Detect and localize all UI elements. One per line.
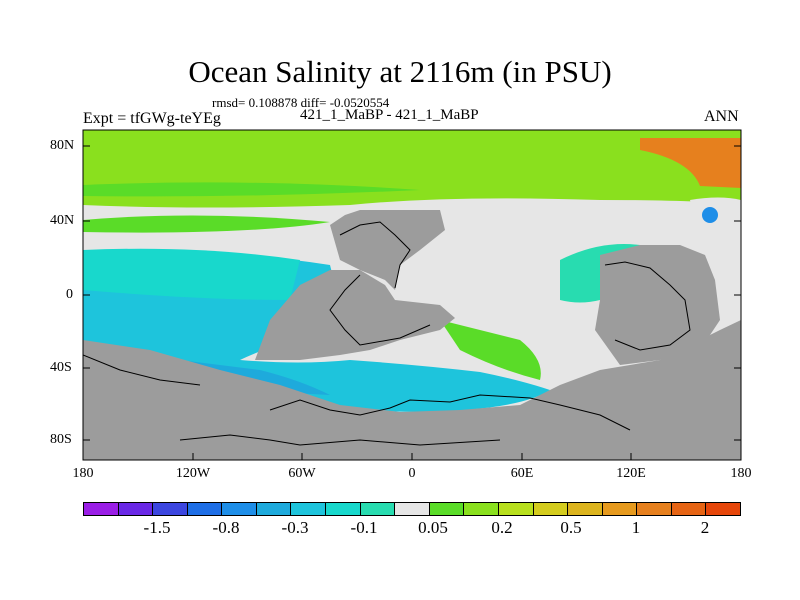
colorbar-swatch — [360, 503, 396, 515]
colorbar-label: 2 — [700, 518, 710, 537]
colorbar-swatch — [568, 503, 603, 515]
lon-label-180w: 180 — [72, 466, 94, 481]
axis-ticks — [83, 145, 741, 460]
colorbar-swatch — [84, 503, 119, 515]
colorbar-swatch — [222, 503, 257, 515]
colorbar-swatch — [187, 503, 223, 515]
season-label: ANN — [704, 108, 739, 125]
north-green-stripe — [83, 215, 330, 233]
colorbar-swatch — [291, 503, 327, 515]
colorbar-label: -1.5 — [143, 518, 171, 537]
lon-label-180e: 180 — [730, 466, 752, 481]
colorbar-swatch — [706, 503, 740, 515]
lon-label-60e: 60E — [510, 466, 534, 481]
colorbar-label: -0.8 — [212, 518, 240, 537]
lon-label-120e: 120E — [616, 466, 646, 481]
colorbar-label: 1 — [631, 518, 641, 537]
stats-text: rmsd= 0.108878 diff= -0.0520554 — [212, 95, 390, 110]
plot-title: Ocean Salinity at 2116m (in PSU) — [188, 54, 612, 89]
south-atlantic-green — [440, 320, 541, 380]
colorbar-label: -0.1 — [350, 518, 378, 537]
lon-label-0: 0 — [408, 466, 416, 481]
colorbar-swatch — [464, 503, 499, 515]
colorbar-swatch — [326, 503, 361, 515]
south-pacific-teal — [83, 248, 300, 300]
lat-label-40n: 40N — [50, 213, 75, 228]
npac-blue-spot — [702, 207, 718, 223]
north-light-green — [83, 182, 420, 197]
lat-label-80n: 80N — [50, 138, 75, 153]
south-america-land — [255, 270, 455, 360]
lat-label-0: 0 — [66, 287, 73, 302]
colorbar-swatch — [153, 503, 188, 515]
arctic-orange-patch — [640, 138, 741, 188]
lon-label-60w: 60W — [288, 466, 316, 481]
colorbar-swatch — [533, 503, 569, 515]
colorbar-swatch — [256, 503, 292, 515]
colorbar-label: -0.3 — [281, 518, 309, 537]
colorbar-swatch — [671, 503, 707, 515]
colorbar-swatch — [429, 503, 465, 515]
experiment-label: Expt = tfGWg-teYEg — [83, 110, 221, 127]
lon-label-120w: 120W — [175, 466, 211, 481]
plot-subtitle: 421_1_MaBP - 421_1_MaBP — [300, 107, 479, 123]
colorbar-label: 0.2 — [491, 518, 513, 537]
australia-asia-land — [595, 245, 720, 365]
lat-label-80s: 80S — [50, 432, 72, 447]
lat-label-40s: 40S — [50, 360, 72, 375]
arctic-green — [83, 130, 741, 165]
colorbar-swatch — [118, 503, 154, 515]
antarctica-land — [83, 320, 741, 460]
colorbar-swatch — [395, 503, 430, 515]
colorbar-swatch — [602, 503, 638, 515]
colorbar-label: 0.05 — [418, 518, 448, 537]
colorbar-label: 0.5 — [560, 518, 582, 537]
colorbar — [83, 502, 741, 516]
north-america-land — [330, 210, 445, 290]
colorbar-swatch — [498, 503, 534, 515]
colorbar-swatch — [637, 503, 672, 515]
